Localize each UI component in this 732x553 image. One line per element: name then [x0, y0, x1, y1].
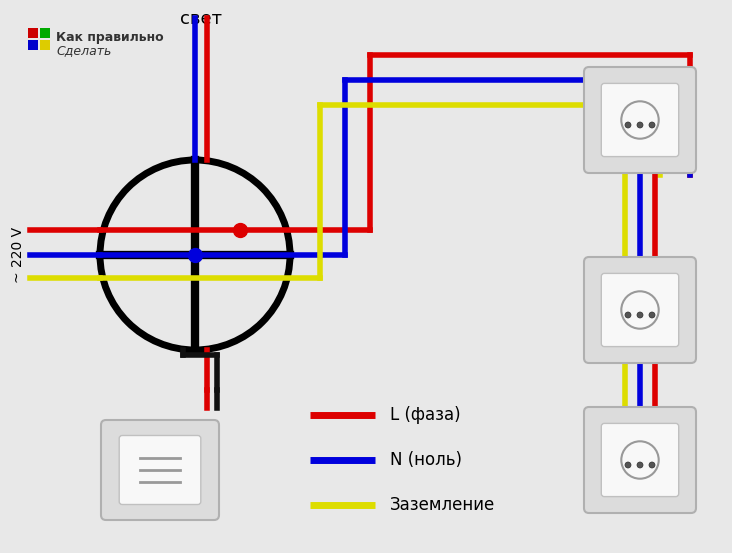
Bar [40, 28, 50, 38]
Bar [28, 28, 38, 38]
FancyBboxPatch shape [601, 273, 679, 347]
Text: Как правильно: Как правильно [56, 31, 164, 44]
Circle shape [625, 462, 631, 468]
Circle shape [649, 462, 655, 468]
Text: ~ 220 V: ~ 220 V [11, 227, 25, 283]
Circle shape [649, 122, 655, 128]
Circle shape [649, 312, 655, 318]
Bar [40, 40, 50, 50]
Bar [28, 40, 38, 50]
Circle shape [625, 312, 631, 318]
Text: Заземление: Заземление [390, 496, 496, 514]
FancyBboxPatch shape [119, 436, 201, 504]
Text: L (фаза): L (фаза) [390, 406, 460, 424]
Circle shape [637, 122, 643, 128]
FancyBboxPatch shape [601, 424, 679, 497]
FancyBboxPatch shape [584, 407, 696, 513]
Text: свет: свет [180, 10, 222, 28]
FancyBboxPatch shape [584, 257, 696, 363]
Text: Сделать: Сделать [56, 44, 111, 57]
FancyBboxPatch shape [584, 67, 696, 173]
Text: N (ноль): N (ноль) [390, 451, 462, 469]
Circle shape [637, 312, 643, 318]
Circle shape [625, 122, 631, 128]
Circle shape [637, 462, 643, 468]
FancyBboxPatch shape [101, 420, 219, 520]
FancyBboxPatch shape [601, 84, 679, 156]
